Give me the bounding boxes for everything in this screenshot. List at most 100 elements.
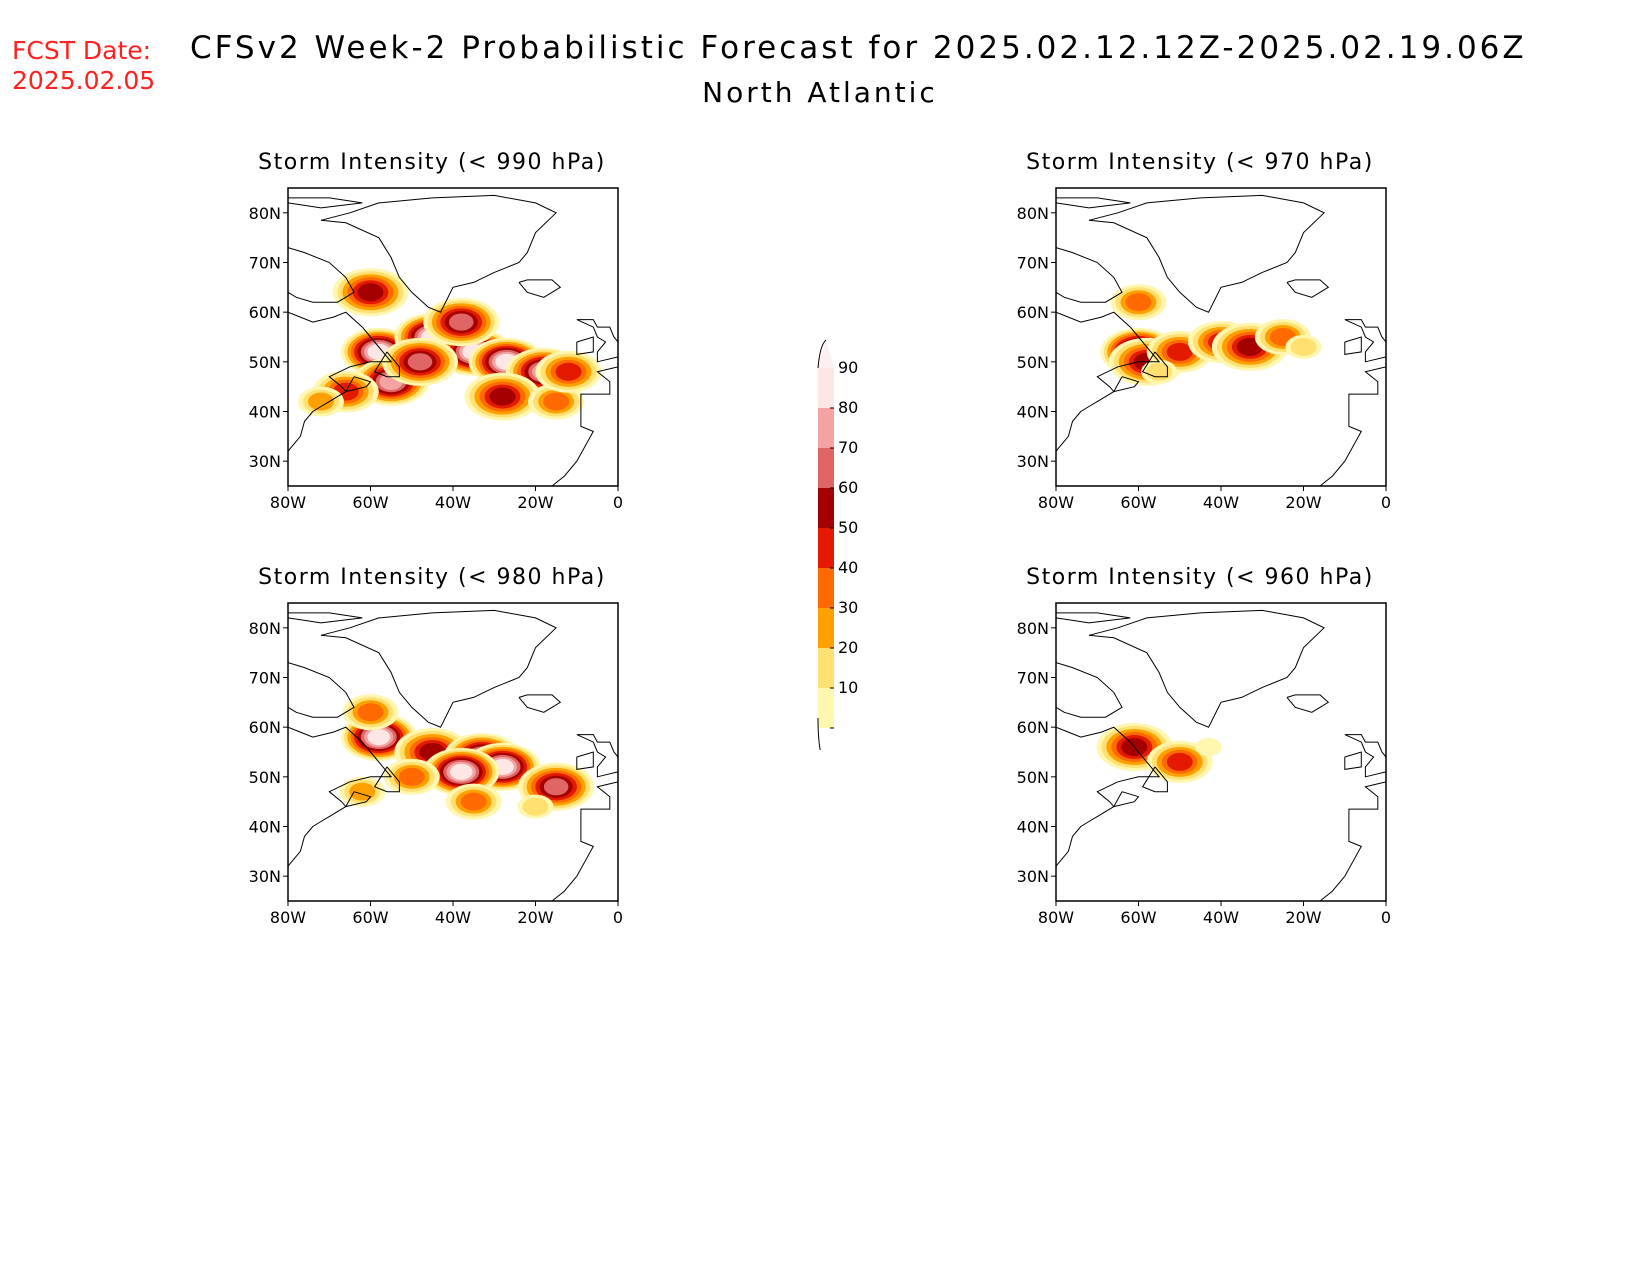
prob-contour-0-9-60: [357, 283, 384, 302]
lon-tick-label: 80W: [270, 908, 306, 927]
colorbar-swatch: [818, 368, 834, 408]
colorbar-swatch: [818, 488, 834, 528]
colorbar-swatch: [818, 608, 834, 648]
coastline-2-9: [551, 781, 618, 901]
panel-title-990: Storm Intensity (< 990 hPa): [258, 150, 606, 175]
colorbar-label: 50: [838, 518, 858, 537]
coastline-3-9: [1319, 781, 1386, 901]
fcst-date-value: 2025.02.05: [12, 66, 156, 95]
coastline-2-1: [288, 612, 363, 624]
lat-tick-label: 70N: [249, 669, 281, 688]
coastline-1-1: [1056, 197, 1131, 209]
lat-tick-label: 50N: [249, 768, 281, 787]
prob-contour-2-7-40: [460, 792, 487, 811]
colorbar-swatch: [818, 648, 834, 688]
coastline-3-0: [1088, 609, 1325, 728]
colorbar-label: 60: [838, 478, 858, 497]
coastline-2-3: [288, 726, 393, 867]
lat-tick-label: 50N: [249, 353, 281, 372]
coastline-3-8: [1344, 751, 1362, 770]
prob-contour-0-7-70: [448, 313, 474, 331]
coastline-0-0: [320, 194, 557, 313]
coastline-2-7: [576, 734, 618, 778]
prob-contour-1-8-20: [1146, 362, 1173, 381]
lat-tick-label: 70N: [1017, 254, 1049, 273]
prob-contour-1-2-50: [1166, 342, 1193, 361]
colorbar-label: 80: [838, 398, 858, 417]
colorbar-label: 70: [838, 438, 858, 457]
lon-tick-label: 80W: [1038, 493, 1074, 512]
map-panel-960: Storm Intensity (< 960 hPa) 80W 60W 40W 20W…: [1000, 565, 1420, 927]
lat-tick-label: 60N: [249, 303, 281, 322]
lon-tick-label: 60W: [1120, 908, 1156, 927]
prob-contour-2-5-70: [543, 778, 569, 796]
coastline-2-4: [373, 766, 400, 793]
lat-tick-label: 40N: [1017, 818, 1049, 837]
map-svg-1: 80W 60W 40W 20W 0 80N 70N 60N 50N 40N 30N: [1017, 187, 1391, 512]
lon-tick-label: 20W: [517, 908, 553, 927]
coastline-3-7: [1344, 734, 1386, 778]
colorbar-swatch: [818, 528, 834, 568]
lon-tick-label: 40W: [435, 493, 471, 512]
colorbar-swatch: [818, 448, 834, 488]
lon-tick-label: 40W: [435, 908, 471, 927]
coastline-1-7: [1344, 319, 1386, 363]
prob-contour-1-7-40: [1125, 293, 1152, 312]
forecast-date-block: FCST Date: 2025.02.05: [12, 36, 155, 96]
colorbar-label: 20: [838, 638, 858, 657]
coastline-0-4: [373, 351, 400, 378]
map-svg-2: 80W 60W 40W 20W 0 80N 70N 60N 50N 40N 30N: [249, 602, 623, 927]
lat-tick-label: 30N: [249, 452, 281, 471]
coastline-3-3: [1056, 726, 1161, 867]
coastline-0-8: [576, 336, 594, 355]
prob-contour-0-11-30: [308, 392, 334, 411]
map-svg-0: 80W 60W 40W 20W 0 80N 70N 60N 50N 40N 30N: [249, 187, 623, 512]
colorbar-swatch: [818, 688, 834, 728]
lat-tick-label: 40N: [249, 403, 281, 422]
lon-tick-label: 80W: [1038, 908, 1074, 927]
lon-tick-label: 20W: [1285, 493, 1321, 512]
lat-tick-label: 50N: [1017, 353, 1049, 372]
coastline-2-0: [320, 609, 557, 728]
coastline-3-1: [1056, 612, 1131, 624]
lat-tick-label: 80N: [1017, 619, 1049, 638]
coastline-1-8: [1344, 336, 1362, 355]
prob-contour-3-2-10: [1195, 738, 1222, 757]
map-svg-3: 80W 60W 40W 20W 0 80N 70N 60N 50N 40N 30N: [1017, 602, 1391, 927]
map-panel-980: Storm Intensity (< 980 hPa) 80W 60W 40W 20W…: [232, 565, 652, 927]
lon-tick-label: 60W: [1120, 493, 1156, 512]
lat-tick-label: 50N: [1017, 768, 1049, 787]
lat-tick-label: 60N: [1017, 718, 1049, 737]
coastline-0-5: [344, 376, 372, 393]
probability-colorbar: 90 80 70 60 50 40 30 20 10: [817, 339, 858, 750]
lat-tick-label: 70N: [1017, 669, 1049, 688]
prob-contour-3-1-50: [1166, 752, 1193, 771]
coastline-2-5: [344, 791, 372, 808]
colorbar-swatch: [818, 568, 834, 608]
lat-tick-label: 30N: [249, 867, 281, 886]
coastline-0-3: [288, 311, 393, 452]
prob-contour-2-4-90: [449, 763, 473, 780]
map-panel-970: Storm Intensity (< 970 hPa) 80W 60W 40W 20W…: [1000, 150, 1420, 512]
lon-tick-label: 0: [613, 493, 623, 512]
coastline-3-4: [1141, 766, 1168, 793]
prob-contour-0-8-60: [489, 387, 516, 406]
lat-tick-label: 80N: [249, 204, 281, 223]
lon-tick-label: 0: [1381, 493, 1391, 512]
coastline-0-2: [288, 247, 355, 303]
panel-title-970: Storm Intensity (< 970 hPa): [1026, 150, 1374, 175]
lat-tick-label: 40N: [1017, 403, 1049, 422]
lon-tick-label: 80W: [270, 493, 306, 512]
colorbar-label: 40: [838, 558, 858, 577]
lon-tick-label: 20W: [1285, 908, 1321, 927]
coastline-0-6: [518, 279, 562, 298]
lon-tick-label: 0: [1381, 908, 1391, 927]
coastline-0-7: [576, 319, 618, 363]
prob-contour-0-6-70: [407, 353, 433, 371]
lat-tick-label: 40N: [249, 818, 281, 837]
lat-tick-label: 30N: [1017, 867, 1049, 886]
coastline-0-1: [288, 197, 363, 209]
map-panel-990: Storm Intensity (< 990 hPa) 80W 60W 40W 20W…: [232, 150, 652, 512]
fcst-date-label: FCST Date:: [12, 36, 152, 65]
coastline-2-2: [288, 662, 355, 718]
